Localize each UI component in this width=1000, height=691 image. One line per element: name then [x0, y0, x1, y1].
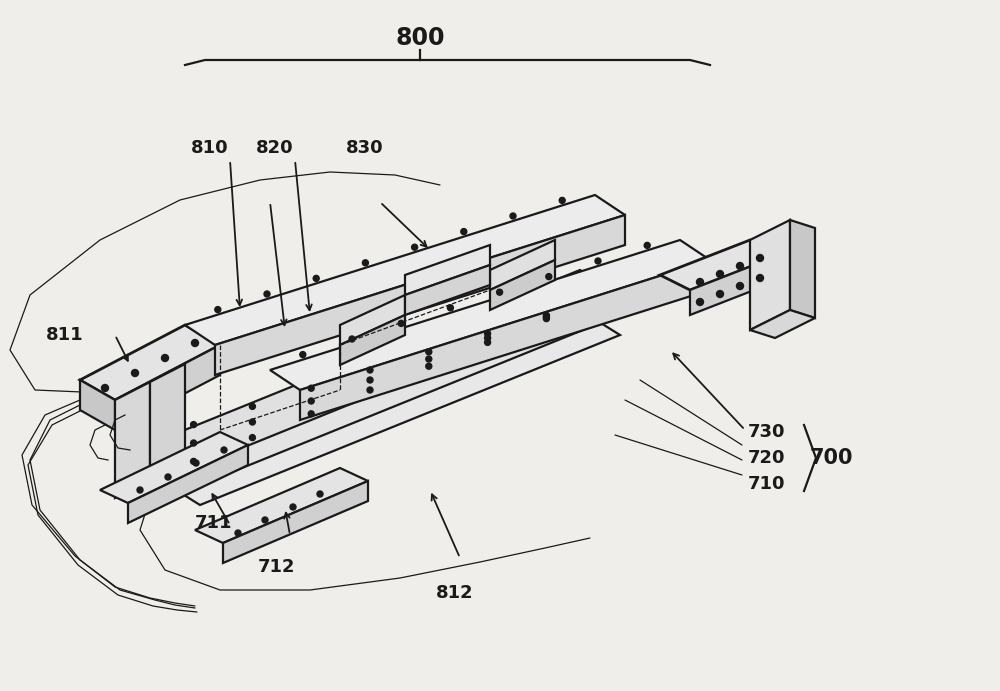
Circle shape [191, 440, 197, 446]
Circle shape [349, 336, 355, 342]
Polygon shape [160, 290, 620, 485]
Circle shape [191, 422, 197, 428]
Circle shape [543, 316, 549, 321]
Circle shape [510, 213, 516, 219]
Text: 820: 820 [256, 139, 294, 157]
Text: 810: 810 [191, 139, 229, 157]
Polygon shape [160, 310, 620, 505]
Circle shape [447, 305, 453, 311]
Circle shape [485, 330, 491, 337]
Circle shape [595, 258, 601, 264]
Polygon shape [405, 265, 490, 315]
Circle shape [235, 530, 241, 536]
Polygon shape [160, 270, 620, 465]
Polygon shape [195, 468, 368, 543]
Circle shape [485, 335, 491, 341]
Polygon shape [340, 295, 405, 345]
Circle shape [317, 491, 323, 497]
Polygon shape [215, 215, 625, 375]
Text: 730: 730 [748, 423, 786, 441]
Polygon shape [340, 315, 405, 365]
Circle shape [412, 244, 418, 250]
Circle shape [165, 474, 171, 480]
Polygon shape [150, 364, 185, 480]
Polygon shape [490, 260, 555, 310]
Circle shape [543, 314, 549, 320]
Circle shape [249, 419, 255, 425]
Circle shape [736, 263, 744, 269]
Circle shape [426, 356, 432, 362]
Circle shape [367, 377, 373, 383]
Circle shape [644, 243, 650, 248]
Polygon shape [300, 260, 710, 420]
Circle shape [264, 291, 270, 297]
Circle shape [716, 270, 724, 278]
Polygon shape [223, 481, 368, 563]
Circle shape [716, 290, 724, 298]
Polygon shape [750, 220, 790, 330]
Circle shape [485, 339, 491, 346]
Circle shape [137, 487, 143, 493]
Circle shape [308, 385, 314, 391]
Circle shape [192, 339, 198, 346]
Circle shape [249, 435, 255, 441]
Polygon shape [405, 245, 490, 295]
Circle shape [300, 352, 306, 358]
Circle shape [426, 363, 432, 369]
Polygon shape [128, 445, 248, 523]
Polygon shape [80, 325, 220, 400]
Polygon shape [115, 382, 150, 498]
Circle shape [696, 278, 704, 285]
Circle shape [398, 321, 404, 326]
Circle shape [559, 198, 565, 203]
Text: 712: 712 [258, 558, 296, 576]
Circle shape [290, 504, 296, 510]
Circle shape [757, 254, 764, 261]
Polygon shape [660, 240, 780, 290]
Text: 710: 710 [748, 475, 786, 493]
Text: 700: 700 [810, 448, 854, 468]
Circle shape [262, 517, 268, 523]
Polygon shape [490, 240, 555, 290]
Circle shape [215, 307, 221, 312]
Circle shape [308, 411, 314, 417]
Circle shape [367, 367, 373, 373]
Polygon shape [690, 255, 780, 315]
Circle shape [736, 283, 744, 290]
Polygon shape [270, 240, 710, 390]
Circle shape [461, 229, 467, 235]
Polygon shape [100, 432, 248, 503]
Circle shape [497, 290, 503, 295]
Text: 811: 811 [46, 326, 84, 344]
Polygon shape [80, 380, 115, 430]
Circle shape [191, 458, 197, 464]
Circle shape [757, 274, 764, 281]
Circle shape [193, 460, 199, 466]
Polygon shape [790, 220, 815, 318]
Text: 812: 812 [436, 584, 474, 602]
Text: 720: 720 [748, 449, 786, 467]
Circle shape [162, 354, 168, 361]
Circle shape [543, 312, 549, 319]
Circle shape [102, 384, 108, 392]
Circle shape [221, 447, 227, 453]
Text: 800: 800 [395, 26, 445, 50]
Circle shape [249, 404, 255, 409]
Circle shape [426, 349, 432, 354]
Text: 711: 711 [195, 514, 232, 532]
Circle shape [696, 299, 704, 305]
Polygon shape [750, 310, 815, 338]
Circle shape [362, 260, 368, 266]
Circle shape [313, 276, 319, 281]
Circle shape [367, 387, 373, 393]
Text: 830: 830 [346, 139, 384, 157]
Circle shape [132, 370, 138, 377]
Circle shape [308, 398, 314, 404]
Polygon shape [115, 345, 220, 430]
Circle shape [546, 274, 552, 280]
Polygon shape [185, 195, 625, 345]
